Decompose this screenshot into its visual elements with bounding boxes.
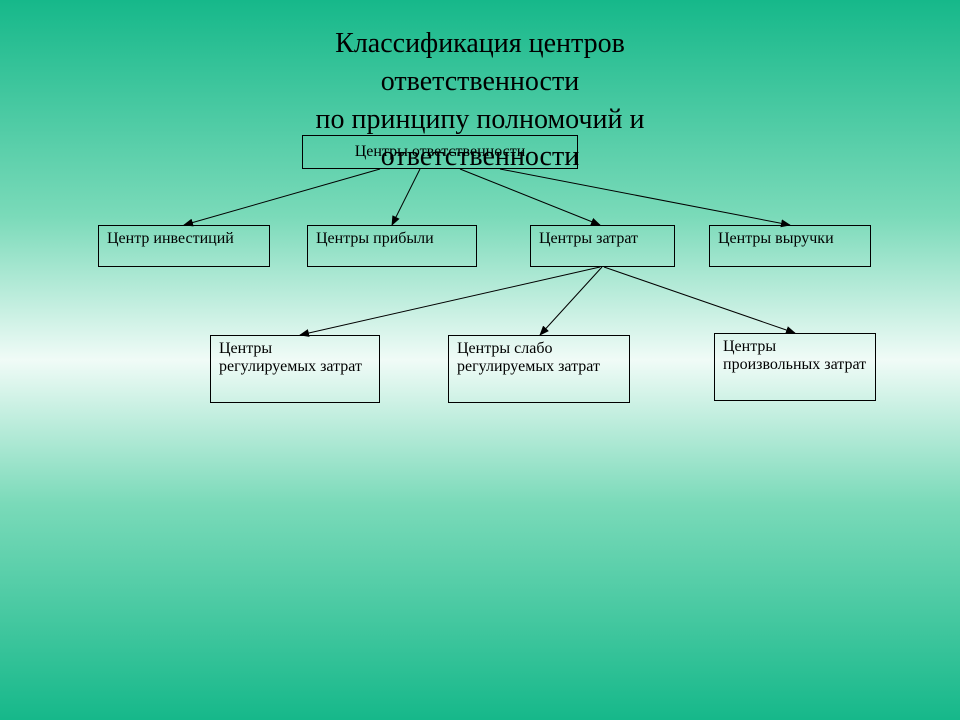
edge <box>460 169 600 225</box>
node-label-n2: Центры прибыли <box>316 230 434 248</box>
node-c1: Центры регулируемых затрат <box>210 335 380 403</box>
node-label-n4: Центры выручки <box>718 230 834 248</box>
edge <box>184 169 380 225</box>
node-label-n3: Центры затрат <box>539 230 638 248</box>
edge <box>392 169 420 225</box>
title-line-1: Классификация центров <box>335 28 625 59</box>
node-c2: Центры слабо регулируемых затрат <box>448 335 630 403</box>
node-n1: Центр инвестиций <box>98 225 270 267</box>
diagram-title: Классификация центров ответственности по… <box>0 25 960 176</box>
edge <box>500 169 790 225</box>
node-n2: Центры прибыли <box>307 225 477 267</box>
edge <box>300 267 600 335</box>
title-line-2: ответственности <box>381 66 579 97</box>
node-label-c3: Центры произвольных затрат <box>723 338 867 374</box>
title-line-3: по принципу полномочий и <box>316 104 645 135</box>
node-n3: Центры затрат <box>530 225 675 267</box>
node-c3: Центры произвольных затрат <box>714 333 876 401</box>
title-line-4: ответственности <box>381 141 579 172</box>
node-label-c1: Центры регулируемых затрат <box>219 340 371 376</box>
edge <box>540 267 602 335</box>
node-label-c2: Центры слабо регулируемых затрат <box>457 340 621 376</box>
node-n4: Центры выручки <box>709 225 871 267</box>
edge <box>604 267 795 333</box>
node-label-n1: Центр инвестиций <box>107 230 234 248</box>
